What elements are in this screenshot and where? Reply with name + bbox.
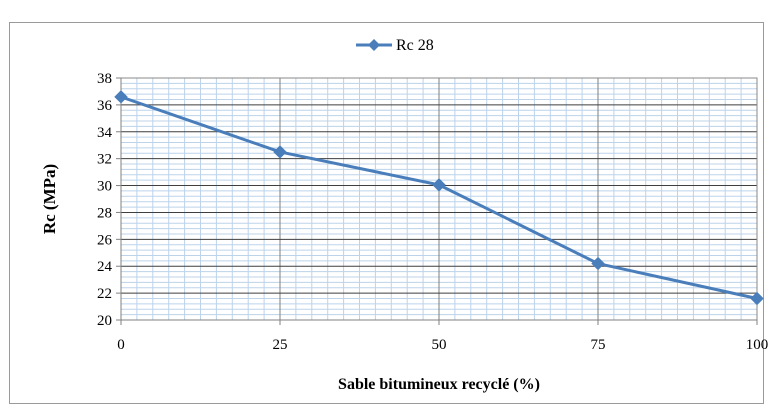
data-point-marker [273,145,287,159]
y-axis-title: Rc (MPa) [40,164,59,234]
data-point-marker [432,178,446,192]
y-tick-label: 26 [97,232,113,248]
y-tick-label: 30 [97,179,112,195]
x-tick-label: 100 [746,337,769,353]
series-layer [114,90,764,306]
y-tick-label: 32 [97,152,112,168]
data-point-marker [114,90,128,104]
axes: 20 22 24 26 28 30 32 34 36 38 0 25 50 75 100 [97,71,768,353]
y-tick-label: 38 [97,71,112,87]
data-point-marker [750,291,764,306]
y-tick-label: 24 [97,259,113,275]
legend-marker [368,39,380,51]
x-tick-label: 75 [591,337,606,353]
y-tick-label: 34 [97,125,113,141]
x-axis-title: Sable bitumineux recyclé (%) [338,376,540,393]
x-tick-label: 50 [432,337,447,353]
x-tick-label: 0 [117,337,125,353]
x-tick-label: 25 [273,337,288,353]
y-tick-label: 22 [97,286,112,302]
y-tick-label: 36 [97,98,113,114]
legend: Rc 28 [356,37,434,54]
legend-label: Rc 28 [396,37,434,54]
y-tick-label: 28 [97,205,112,221]
chart-border [9,22,764,404]
data-point-marker [591,256,605,271]
grid [120,77,758,321]
y-tick-label: 20 [97,313,112,329]
